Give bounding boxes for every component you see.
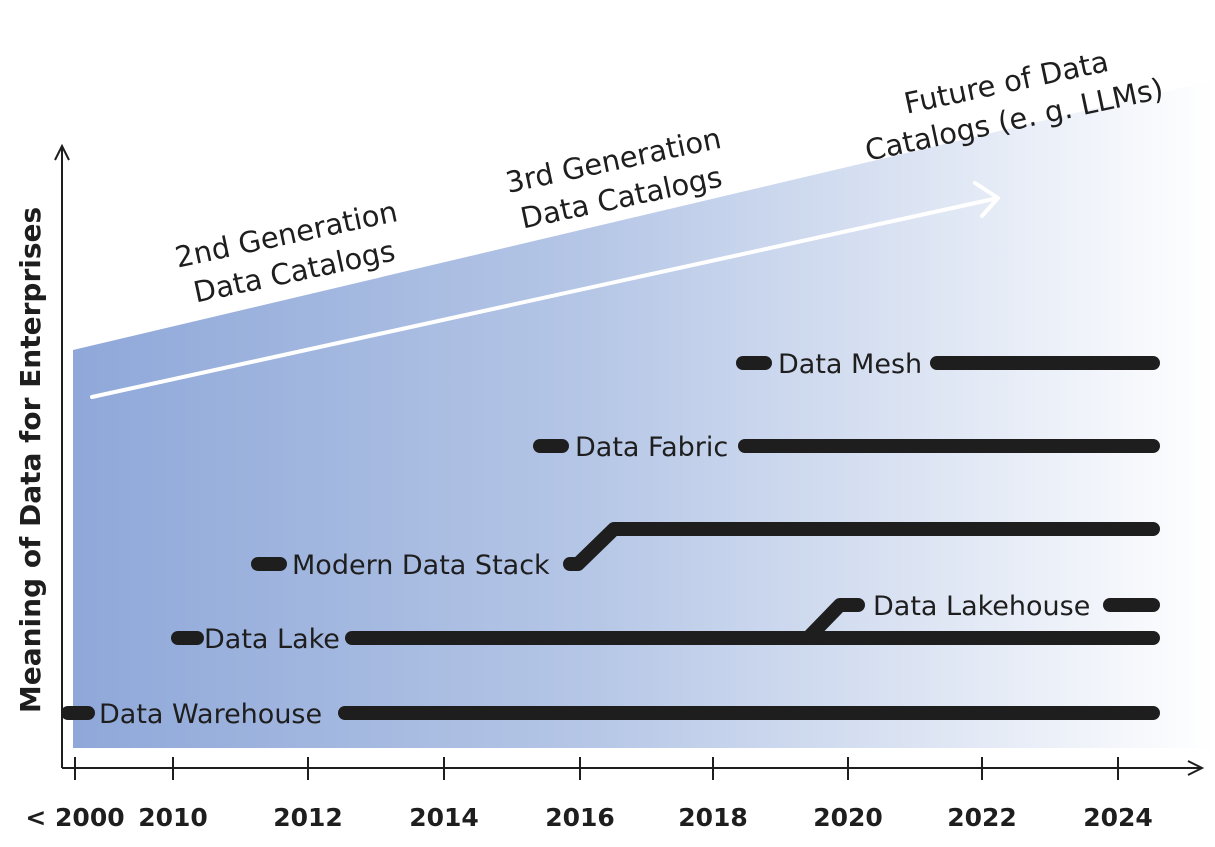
- x-tick-label: 2010: [138, 803, 208, 832]
- label-data-warehouse: Data Warehouse: [99, 699, 322, 730]
- generation-label-3rd: 3rd Generation Data Catalogs: [502, 121, 724, 236]
- bar-data-lake: [171, 598, 1160, 645]
- x-tick-label: < 2000: [25, 803, 124, 832]
- x-axis: [62, 760, 1205, 776]
- growth-band: [73, 80, 1215, 748]
- x-axis-ticks: < 2000 2010 2012 2014 2016 2018 2020 2022 2024: [25, 757, 1153, 832]
- y-axis-title: Meaning of Data for Enterprises: [14, 207, 47, 713]
- label-data-mesh: Data Mesh: [778, 349, 922, 380]
- label-data-fabric: Data Fabric: [575, 432, 728, 463]
- growth-arrow: [90, 181, 1000, 399]
- x-tick-label: 2018: [678, 803, 748, 832]
- x-tick-label: 2012: [273, 803, 343, 832]
- label-modern-data-stack: Modern Data Stack: [292, 550, 550, 581]
- bar-modern-data-stack: [251, 522, 1160, 571]
- x-tick-label: 2016: [545, 803, 615, 832]
- label-data-lakehouse: Data Lakehouse: [873, 591, 1090, 622]
- label-data-lake: Data Lake: [204, 624, 340, 655]
- x-tick-label: 2014: [409, 803, 479, 832]
- x-tick-label: 2022: [947, 803, 1017, 832]
- x-tick-label: 2020: [813, 803, 883, 832]
- x-tick-label: 2024: [1083, 803, 1153, 832]
- y-axis: [54, 143, 70, 768]
